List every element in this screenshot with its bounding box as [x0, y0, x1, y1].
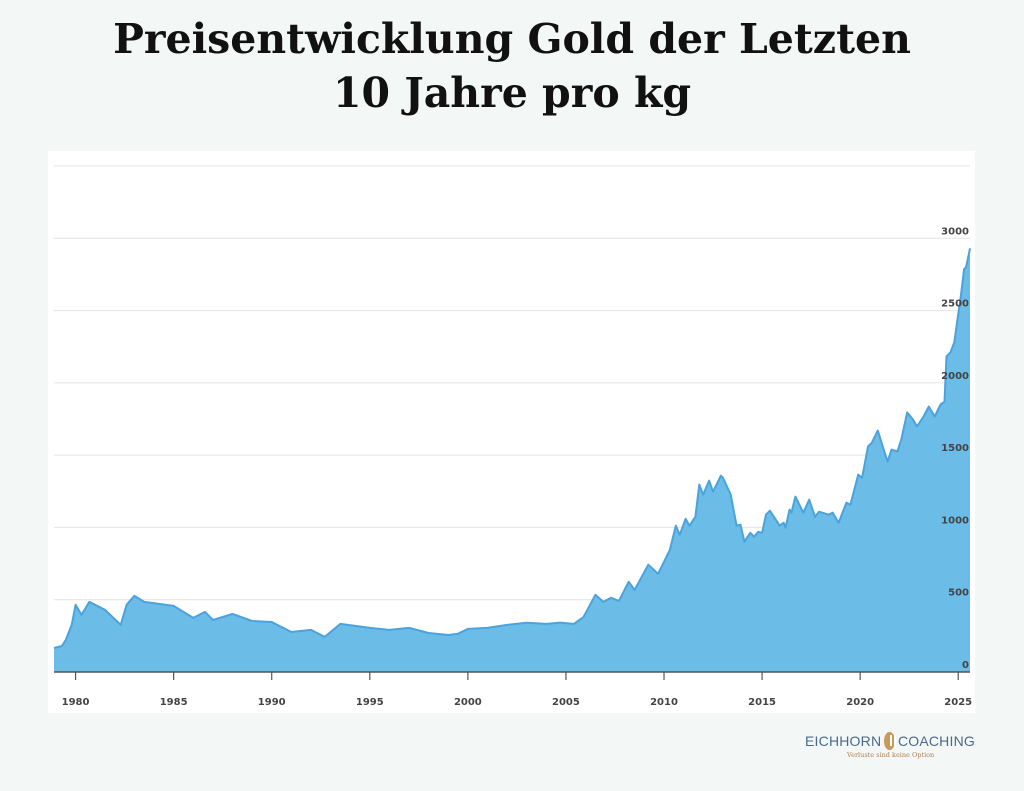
y-tick-label: 1000: [941, 515, 969, 526]
x-tick-label: 2015: [748, 697, 776, 708]
x-tick-label: 2010: [650, 697, 678, 708]
y-tick-label: 0: [962, 660, 969, 671]
x-tick-label: 1985: [160, 697, 188, 708]
y-tick-label: 2500: [941, 299, 969, 310]
logo: EICHHORN COACHING Verluste sind keine Op…: [805, 732, 975, 762]
x-tick-label: 2025: [944, 697, 972, 708]
x-tick-label: 2020: [846, 697, 874, 708]
y-tick-label: 2000: [941, 371, 969, 382]
x-tick-label: 1995: [356, 697, 384, 708]
logo-right-text: COACHING: [897, 733, 975, 749]
logo-tagline: Verluste sind keine Option: [847, 751, 935, 759]
squirrel-logo-icon: [884, 732, 896, 750]
price-area: [54, 248, 970, 673]
x-tick-label: 1990: [258, 697, 286, 708]
y-tick-label: 1500: [941, 443, 969, 454]
x-tick-label: 2005: [552, 697, 580, 708]
x-tick-label: 2000: [454, 697, 482, 708]
price-line: [53, 248, 971, 649]
title-line-2: 10 Jahre pro kg: [332, 69, 692, 117]
chart-panel: 1980 1985 1990 1995 2000 2005 2010 2015 2020 2025…: [48, 151, 975, 713]
title-line-1: Preisentwicklung Gold der Letzten: [113, 15, 911, 63]
y-tick-label: 500: [948, 588, 969, 599]
logo-left-text: EICHHORN: [805, 733, 882, 749]
x-tick-label: 1980: [62, 697, 90, 708]
page-title: Preisentwicklung Gold der Letzten 10 Jah…: [0, 12, 1024, 120]
y-tick-label: 3000: [941, 226, 969, 237]
gold-price-chart: 1980 1985 1990 1995 2000 2005 2010 2015 2020 2025…: [53, 165, 972, 708]
